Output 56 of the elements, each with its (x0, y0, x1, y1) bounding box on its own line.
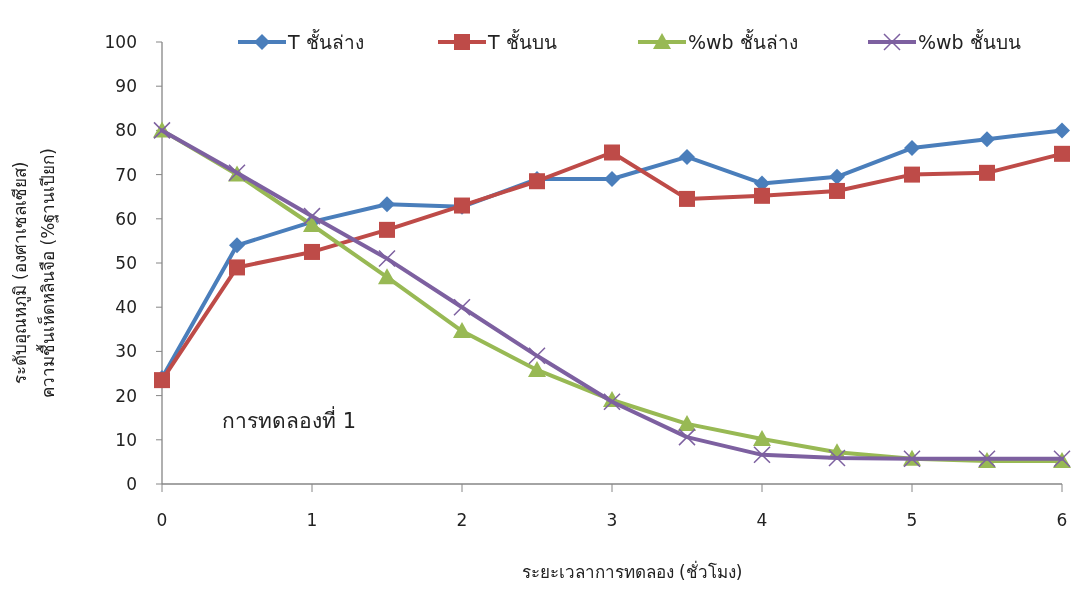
point (829, 168, 845, 185)
point (678, 428, 696, 446)
legend-label: %wb ชั้นบน (918, 29, 1021, 53)
x-tick-label: 1 (306, 510, 318, 530)
point (229, 237, 245, 254)
point (679, 148, 695, 165)
point (604, 171, 620, 188)
x-tick-label: 5 (906, 510, 918, 530)
point (379, 196, 395, 213)
point (379, 221, 395, 238)
point (378, 249, 396, 268)
point (979, 131, 995, 148)
x-axis-title: ระยะเวลาการทดลอง (ชั่วโมง) (521, 560, 743, 582)
x-tick-label: 6 (1056, 510, 1068, 530)
point (453, 298, 471, 316)
point (378, 268, 396, 285)
x-tick-label: 2 (456, 510, 468, 530)
y-tick-label: 90 (115, 76, 137, 97)
y-axis-title: ระดับอุณหภูมิ (องศาเซลเซียส) (10, 161, 31, 385)
point (304, 243, 320, 260)
point (604, 144, 620, 161)
point (678, 414, 696, 431)
point (303, 207, 321, 225)
point (828, 449, 846, 467)
point (753, 446, 771, 464)
y-tick-label: 30 (115, 341, 137, 362)
y-tick-label: 100 (104, 32, 137, 52)
point (453, 322, 471, 339)
y-tick-label: 80 (115, 120, 137, 141)
y-tick-label: 50 (115, 253, 137, 273)
y-tick-label: 60 (115, 208, 137, 229)
point (229, 259, 245, 276)
point (904, 140, 920, 157)
x-tick-label: 3 (606, 510, 618, 530)
legend-label: T ชั้นล่าง (287, 29, 364, 53)
x-tick-label: 4 (756, 510, 768, 530)
point (679, 190, 695, 207)
y-tick-label: 10 (115, 429, 137, 450)
legend-label: T ชั้นบน (487, 29, 557, 53)
point (753, 429, 771, 446)
point (1054, 122, 1070, 139)
point (979, 164, 995, 181)
point (1054, 145, 1070, 162)
y-tick-label: 70 (115, 164, 137, 185)
y-tick-label: 40 (115, 297, 137, 318)
point (528, 360, 546, 377)
y-tick-label: 20 (115, 385, 137, 406)
legend-label: %wb ชั้นล่าง (688, 29, 798, 53)
point (528, 347, 546, 365)
point (829, 182, 845, 199)
x-tick-label: 0 (156, 510, 168, 530)
y-tick-label: 0 (126, 474, 137, 494)
annotation: การทดลองที่ 1 (222, 406, 357, 433)
y2-axis-title: ความชื้นเห็ดหลินจือ (%ฐานเปียก) (36, 148, 59, 398)
point (754, 187, 770, 204)
point (904, 166, 920, 183)
